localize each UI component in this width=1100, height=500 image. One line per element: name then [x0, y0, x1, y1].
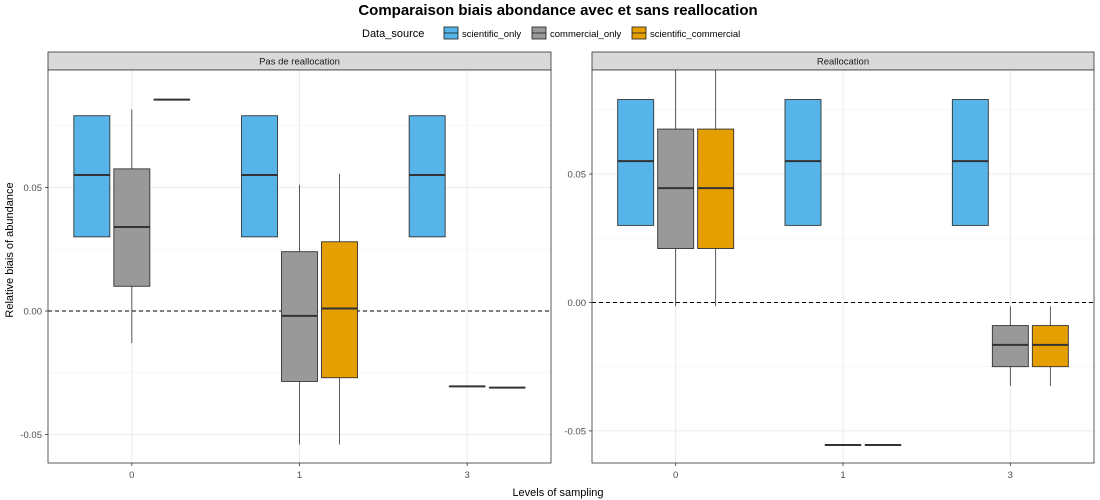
y-tick-label: 0.00: [24, 306, 43, 317]
legend-label-commercial-only: commercial_only: [550, 29, 622, 40]
box-rect: [321, 241, 358, 379]
box-scientific-only-1: [784, 99, 822, 226]
box-rect: [73, 115, 111, 238]
box-commercial-only-0: [113, 109, 151, 344]
panel-1: Reallocation -0.05 0.00 0.05 0 1 3: [564, 51, 1095, 481]
box-scientific-only-1: [241, 115, 278, 238]
box-rect: [951, 99, 989, 226]
box-scientific-commercial-3: [1031, 306, 1069, 386]
x-tick-label: 0: [673, 470, 678, 481]
y-tick-label: 0.05: [568, 170, 587, 181]
box-rect: [1031, 325, 1069, 368]
box-scientific-commercial-0: [697, 70, 735, 307]
box-rect: [784, 99, 822, 226]
panels: Pas de reallocation-0.050.000.050 1 3Reall…: [20, 51, 1095, 481]
x-tick-label: 3: [465, 470, 470, 481]
panel-strip-label: Pas de reallocation: [259, 57, 340, 68]
box-rect: [241, 115, 278, 238]
box-scientific-commercial-1: [321, 173, 358, 445]
box-commercial-only-3: [991, 306, 1029, 386]
y-tick-label: -0.05: [20, 430, 42, 441]
panel-0: Pas de reallocation -0.05 0.00 0.05 0 1 3: [20, 51, 552, 481]
y-tick-label: 0.05: [24, 183, 43, 194]
box-commercial-only-1: [281, 184, 318, 445]
legend-label-scientific-only: scientific_only: [462, 29, 521, 40]
box-scientific-only-3: [951, 99, 989, 226]
box-rect: [991, 325, 1029, 368]
box-scientific-only-3: [408, 115, 446, 238]
x-tick-label: 0: [129, 470, 134, 481]
panel-border: [47, 69, 552, 464]
box-scientific-only-0: [73, 115, 111, 238]
box-rect: [408, 115, 446, 238]
chart-title: Comparaison biais abondance avec et sans…: [358, 2, 757, 19]
box-rect: [617, 99, 655, 226]
y-axis-title: Relative biais of abundance: [4, 182, 16, 317]
panel-border: [591, 69, 1095, 464]
y-tick-label: 0.00: [568, 298, 587, 309]
x-tick-label: 1: [840, 470, 845, 481]
box-scientific-only-0: [617, 99, 655, 226]
y-tick-label: -0.05: [564, 426, 586, 437]
x-axis-title: Levels of sampling: [512, 487, 603, 499]
legend-label-scientific-commercial: scientific_commercial: [650, 29, 740, 40]
legend: Data_source scientific_only commercial_o…: [362, 26, 740, 40]
box-commercial-only-0: [657, 70, 695, 307]
x-tick-label: 3: [1008, 470, 1013, 481]
legend-title: Data_source: [362, 28, 424, 40]
panel-strip-label: Reallocation: [817, 57, 869, 68]
x-tick-label: 1: [297, 470, 302, 481]
